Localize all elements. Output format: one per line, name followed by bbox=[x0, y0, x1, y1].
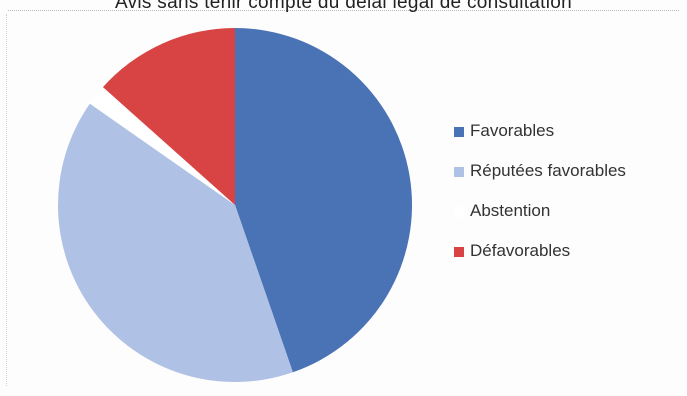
legend-item-abstention: Abstention bbox=[450, 198, 680, 238]
pie-slice-defavorables bbox=[102, 28, 235, 205]
legend-swatch bbox=[454, 207, 464, 217]
legend-swatch bbox=[454, 167, 464, 177]
legend-swatch bbox=[454, 247, 464, 257]
pie-slice-reputees-favorables bbox=[57, 103, 293, 383]
legend-label: Abstention bbox=[470, 201, 551, 220]
left-border bbox=[6, 14, 7, 386]
legend-item-reputees-favorables: Réputées favorables bbox=[450, 158, 680, 198]
legend-label: Réputées favorables bbox=[470, 161, 626, 180]
pie-slice-favorables bbox=[235, 28, 413, 373]
legend: Favorables Réputées favorables Abstentio… bbox=[450, 118, 680, 278]
pie-slice-abstention bbox=[89, 87, 236, 205]
top-border bbox=[8, 10, 679, 11]
legend-label: Favorables bbox=[470, 121, 555, 140]
legend-label: Défavorables bbox=[470, 241, 571, 260]
chart-title: Avis sans tenir compte du délai légal de… bbox=[114, 0, 573, 13]
legend-item-favorables: Favorables bbox=[450, 118, 680, 158]
legend-item-defavorables: Défavorables bbox=[450, 238, 680, 278]
legend-swatch bbox=[454, 127, 464, 137]
